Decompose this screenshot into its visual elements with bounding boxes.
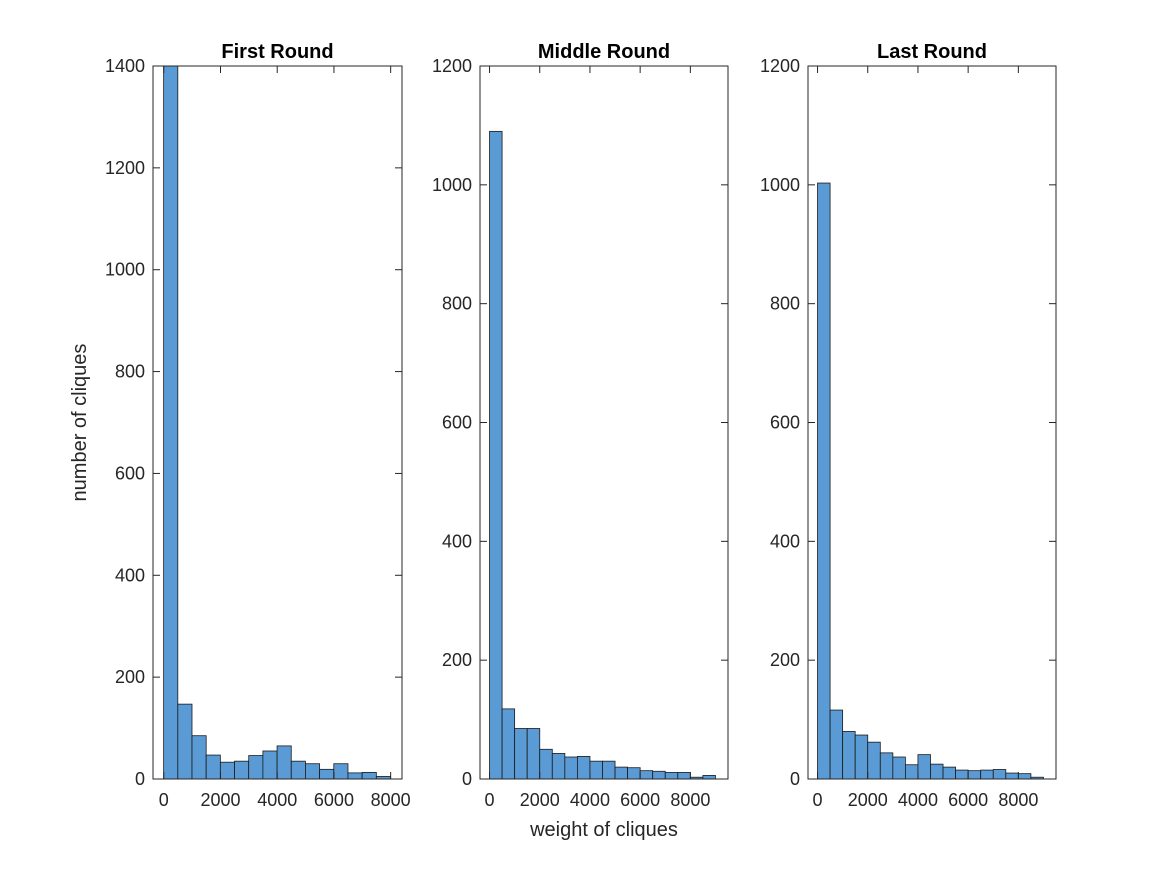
histogram-bar — [205, 754, 221, 780]
y-tick-label: 400 — [115, 565, 145, 585]
y-axis-label: number of cliques — [69, 344, 91, 502]
y-tick-label: 800 — [442, 294, 472, 314]
x-tick-label: 2000 — [200, 790, 240, 810]
x-tick-label: 0 — [159, 790, 169, 810]
histogram-bar — [602, 760, 616, 780]
x-tick-label: 6000 — [620, 790, 660, 810]
histogram-bar — [163, 65, 179, 780]
histogram-bar — [319, 768, 335, 780]
histogram-bar — [967, 770, 982, 780]
y-tick-label: 0 — [135, 769, 145, 789]
histogram-bar — [290, 760, 306, 780]
histogram-bar — [879, 752, 894, 780]
histogram-bar — [639, 770, 654, 780]
y-tick-label: 400 — [770, 531, 800, 551]
x-tick-label: 0 — [485, 790, 495, 810]
histogram-bar — [892, 756, 906, 780]
histogram-bar — [664, 772, 679, 780]
x-tick-label: 4000 — [570, 790, 610, 810]
y-tick-label: 800 — [770, 294, 800, 314]
y-tick-label: 200 — [442, 650, 472, 670]
histogram-bar — [1017, 773, 1032, 780]
axes-box — [479, 65, 729, 780]
y-tick-label: 600 — [442, 413, 472, 433]
y-tick-label: 600 — [770, 413, 800, 433]
histogram-bar — [219, 761, 235, 780]
y-tick-label: 800 — [115, 362, 145, 382]
x-tick-label: 2000 — [520, 790, 560, 810]
y-tick-label: 200 — [115, 667, 145, 687]
histogram-bar — [514, 728, 528, 780]
y-tick-label: 600 — [115, 463, 145, 483]
histogram-bar — [489, 130, 503, 780]
histogram-bar — [234, 760, 250, 780]
axes-box — [807, 65, 1057, 780]
histogram-bar — [829, 709, 844, 780]
chart-title: Last Round — [877, 41, 987, 63]
y-tick-label: 1000 — [105, 260, 145, 280]
x-tick-label: 8000 — [670, 790, 710, 810]
histogram-bar — [177, 703, 193, 780]
chart-panel-1: 0 200 400 600 800 1000 1200 1400 0 2000 4000 6000 80… — [69, 41, 411, 810]
y-tick-label: 1200 — [105, 158, 145, 178]
x-tick-label: 0 — [813, 790, 823, 810]
histogram-bar — [904, 764, 919, 780]
histogram-bar — [817, 182, 831, 780]
histogram-bar — [276, 745, 292, 780]
histogram-bar — [942, 766, 956, 780]
histogram-bar — [992, 769, 1007, 780]
x-tick-label: 4000 — [257, 790, 297, 810]
x-axis-label: weight of cliques — [529, 819, 678, 841]
histogram-bar — [539, 748, 553, 780]
histogram-bar — [361, 771, 377, 780]
x-tick-label: 2000 — [848, 790, 888, 810]
histogram-bar — [652, 770, 666, 780]
histogram-bar — [627, 767, 641, 780]
axes-box — [152, 65, 403, 780]
histogram-bar — [589, 760, 603, 780]
histogram-bar — [614, 766, 628, 780]
histogram-bar — [262, 750, 278, 780]
y-tick-label: 1400 — [105, 56, 145, 76]
histogram-bar — [501, 708, 516, 780]
x-tick-label: 8000 — [371, 790, 411, 810]
y-tick-label: 0 — [790, 769, 800, 789]
x-tick-label: 4000 — [898, 790, 938, 810]
x-tick-label: 6000 — [314, 790, 354, 810]
histogram-bar — [955, 769, 969, 780]
y-tick-label: 200 — [770, 650, 800, 670]
chart-panel-2: 0 200 400 600 800 1000 1200 0 2000 4000 6000 8000 Mi… — [432, 41, 729, 841]
histogram-bar — [1005, 772, 1019, 780]
histogram-bar — [564, 756, 578, 780]
histogram-bar — [854, 734, 869, 780]
y-tick-label: 1000 — [432, 175, 472, 195]
histogram-bar — [191, 735, 207, 780]
histogram-bar — [930, 763, 944, 780]
chart-title: Middle Round — [538, 41, 670, 63]
histogram-bar — [347, 772, 363, 780]
chart-panel-3: 0 200 400 600 800 1000 1200 0 2000 4000 6000 8000 La… — [760, 41, 1057, 810]
histogram-bar — [702, 775, 716, 780]
histogram-bar — [551, 753, 566, 780]
histogram-bar — [842, 731, 856, 780]
y-tick-label: 0 — [462, 769, 472, 789]
histogram-bar — [333, 763, 349, 780]
y-tick-label: 1000 — [760, 175, 800, 195]
x-tick-label: 8000 — [998, 790, 1038, 810]
y-tick-label: 1200 — [760, 56, 800, 76]
chart-title: First Round — [221, 41, 333, 63]
histogram-bar — [576, 756, 591, 780]
histogram-bar — [980, 769, 994, 780]
histogram-bar — [526, 728, 541, 780]
y-tick-label: 1200 — [432, 56, 472, 76]
histogram-bar — [917, 754, 931, 780]
histogram-bar — [677, 772, 691, 780]
x-tick-label: 6000 — [948, 790, 988, 810]
histogram-bar — [248, 755, 264, 780]
y-tick-label: 400 — [442, 531, 472, 551]
histogram-bar — [305, 763, 321, 780]
histogram-bar — [867, 741, 881, 780]
